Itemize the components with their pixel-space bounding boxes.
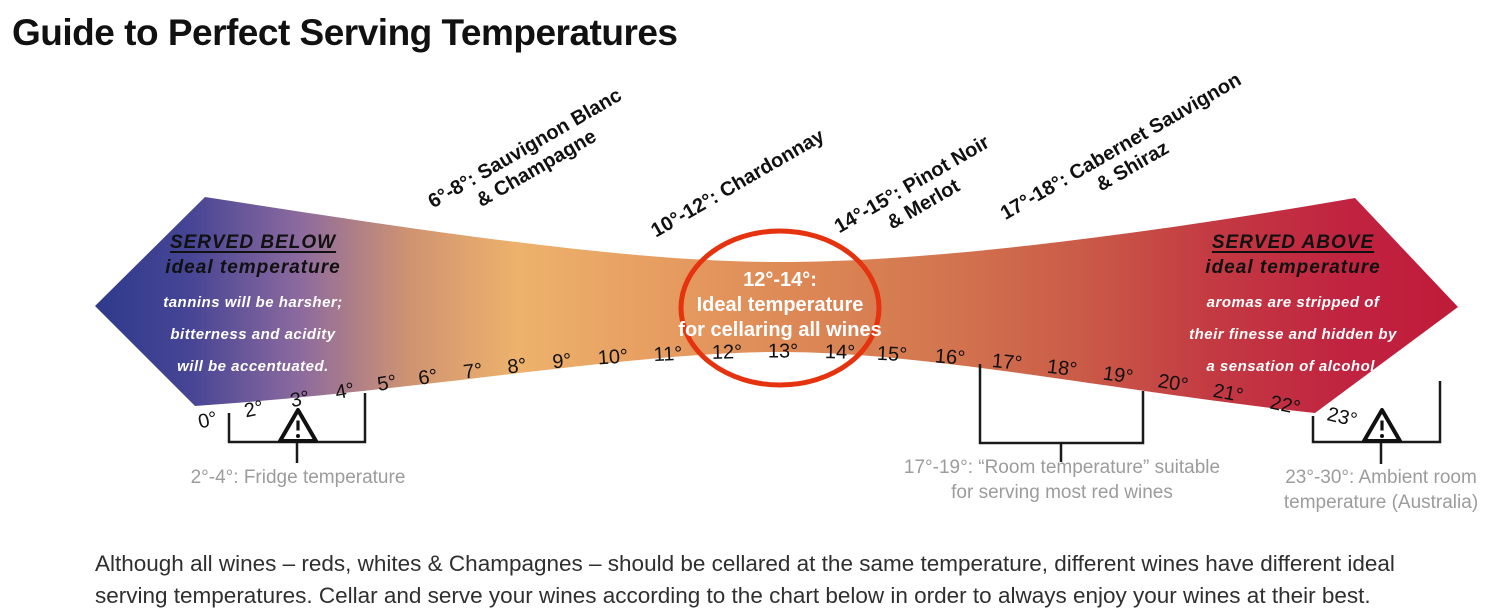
page-title: Guide to Perfect Serving Temperatures — [12, 12, 678, 53]
scale-tick: 17° — [990, 349, 1024, 375]
footer-text: Although all wines – reds, whites & Cham… — [95, 551, 1395, 608]
served-above-line: a sensation of alcohol. — [1206, 358, 1380, 375]
scale-tick: 9° — [551, 349, 573, 374]
served-below-heading: SERVED BELOW — [169, 232, 337, 253]
served-below-line: will be accentuated. — [177, 358, 329, 375]
served-below-line: tannins will be harsher; — [163, 294, 343, 311]
served-below-line: bitterness and acidity — [170, 326, 336, 343]
ribbon-shape — [95, 197, 1458, 413]
served-below-subheading: ideal temperature — [165, 257, 341, 278]
scale-tick: 12° — [711, 340, 743, 364]
annotation-label: 17°-19°: “Room temperature” suitable for … — [903, 457, 1221, 503]
highlight-ellipse — [678, 228, 882, 388]
annotation-label: 2°-4°: Fridge temperature — [190, 467, 406, 488]
scale-tick: 7° — [462, 359, 484, 384]
scale-tick: 18° — [1045, 355, 1079, 381]
room-temp-bracket — [978, 364, 1145, 462]
cellaring-callout-line: Ideal temperature — [696, 294, 864, 316]
warning-icon — [278, 408, 318, 443]
warning-icon — [1362, 408, 1402, 443]
scale-tick: 5° — [375, 371, 399, 397]
cellaring-callout-line: for cellaring all wines — [678, 319, 882, 341]
scale-tick: 19° — [1101, 362, 1135, 389]
scale-tick: 6° — [416, 365, 439, 390]
annotation-label: 23°-30°: Ambient room temperature (Austra… — [1283, 467, 1479, 513]
served-above-subheading: ideal temperature — [1205, 257, 1381, 278]
cellaring-callout: 12°-14°: Ideal temperature for cellaring… — [650, 268, 910, 343]
served-above-line: aromas are stripped of — [1206, 294, 1380, 311]
scale-tick: 8° — [506, 354, 528, 379]
scale-tick: 16° — [934, 345, 966, 370]
scale-tick: 3° — [288, 387, 312, 413]
scale-tick: 13° — [767, 340, 799, 363]
served-above-heading: SERVED ABOVE — [1211, 232, 1375, 253]
served-above-block: SERVED ABOVE ideal temperature aromas ar… — [1143, 232, 1443, 375]
cellaring-callout-line: 12°-14°: — [743, 269, 817, 291]
served-above-line: their finesse and hidden by — [1189, 326, 1397, 343]
scale-tick: 10° — [597, 345, 629, 370]
scale-tick: 15° — [876, 342, 908, 366]
scale-tick: 4° — [333, 378, 357, 404]
scale-tick: 14° — [824, 340, 856, 364]
served-below-block: SERVED BELOW ideal temperature tannins w… — [103, 232, 403, 375]
scale-tick: 11° — [653, 342, 683, 366]
